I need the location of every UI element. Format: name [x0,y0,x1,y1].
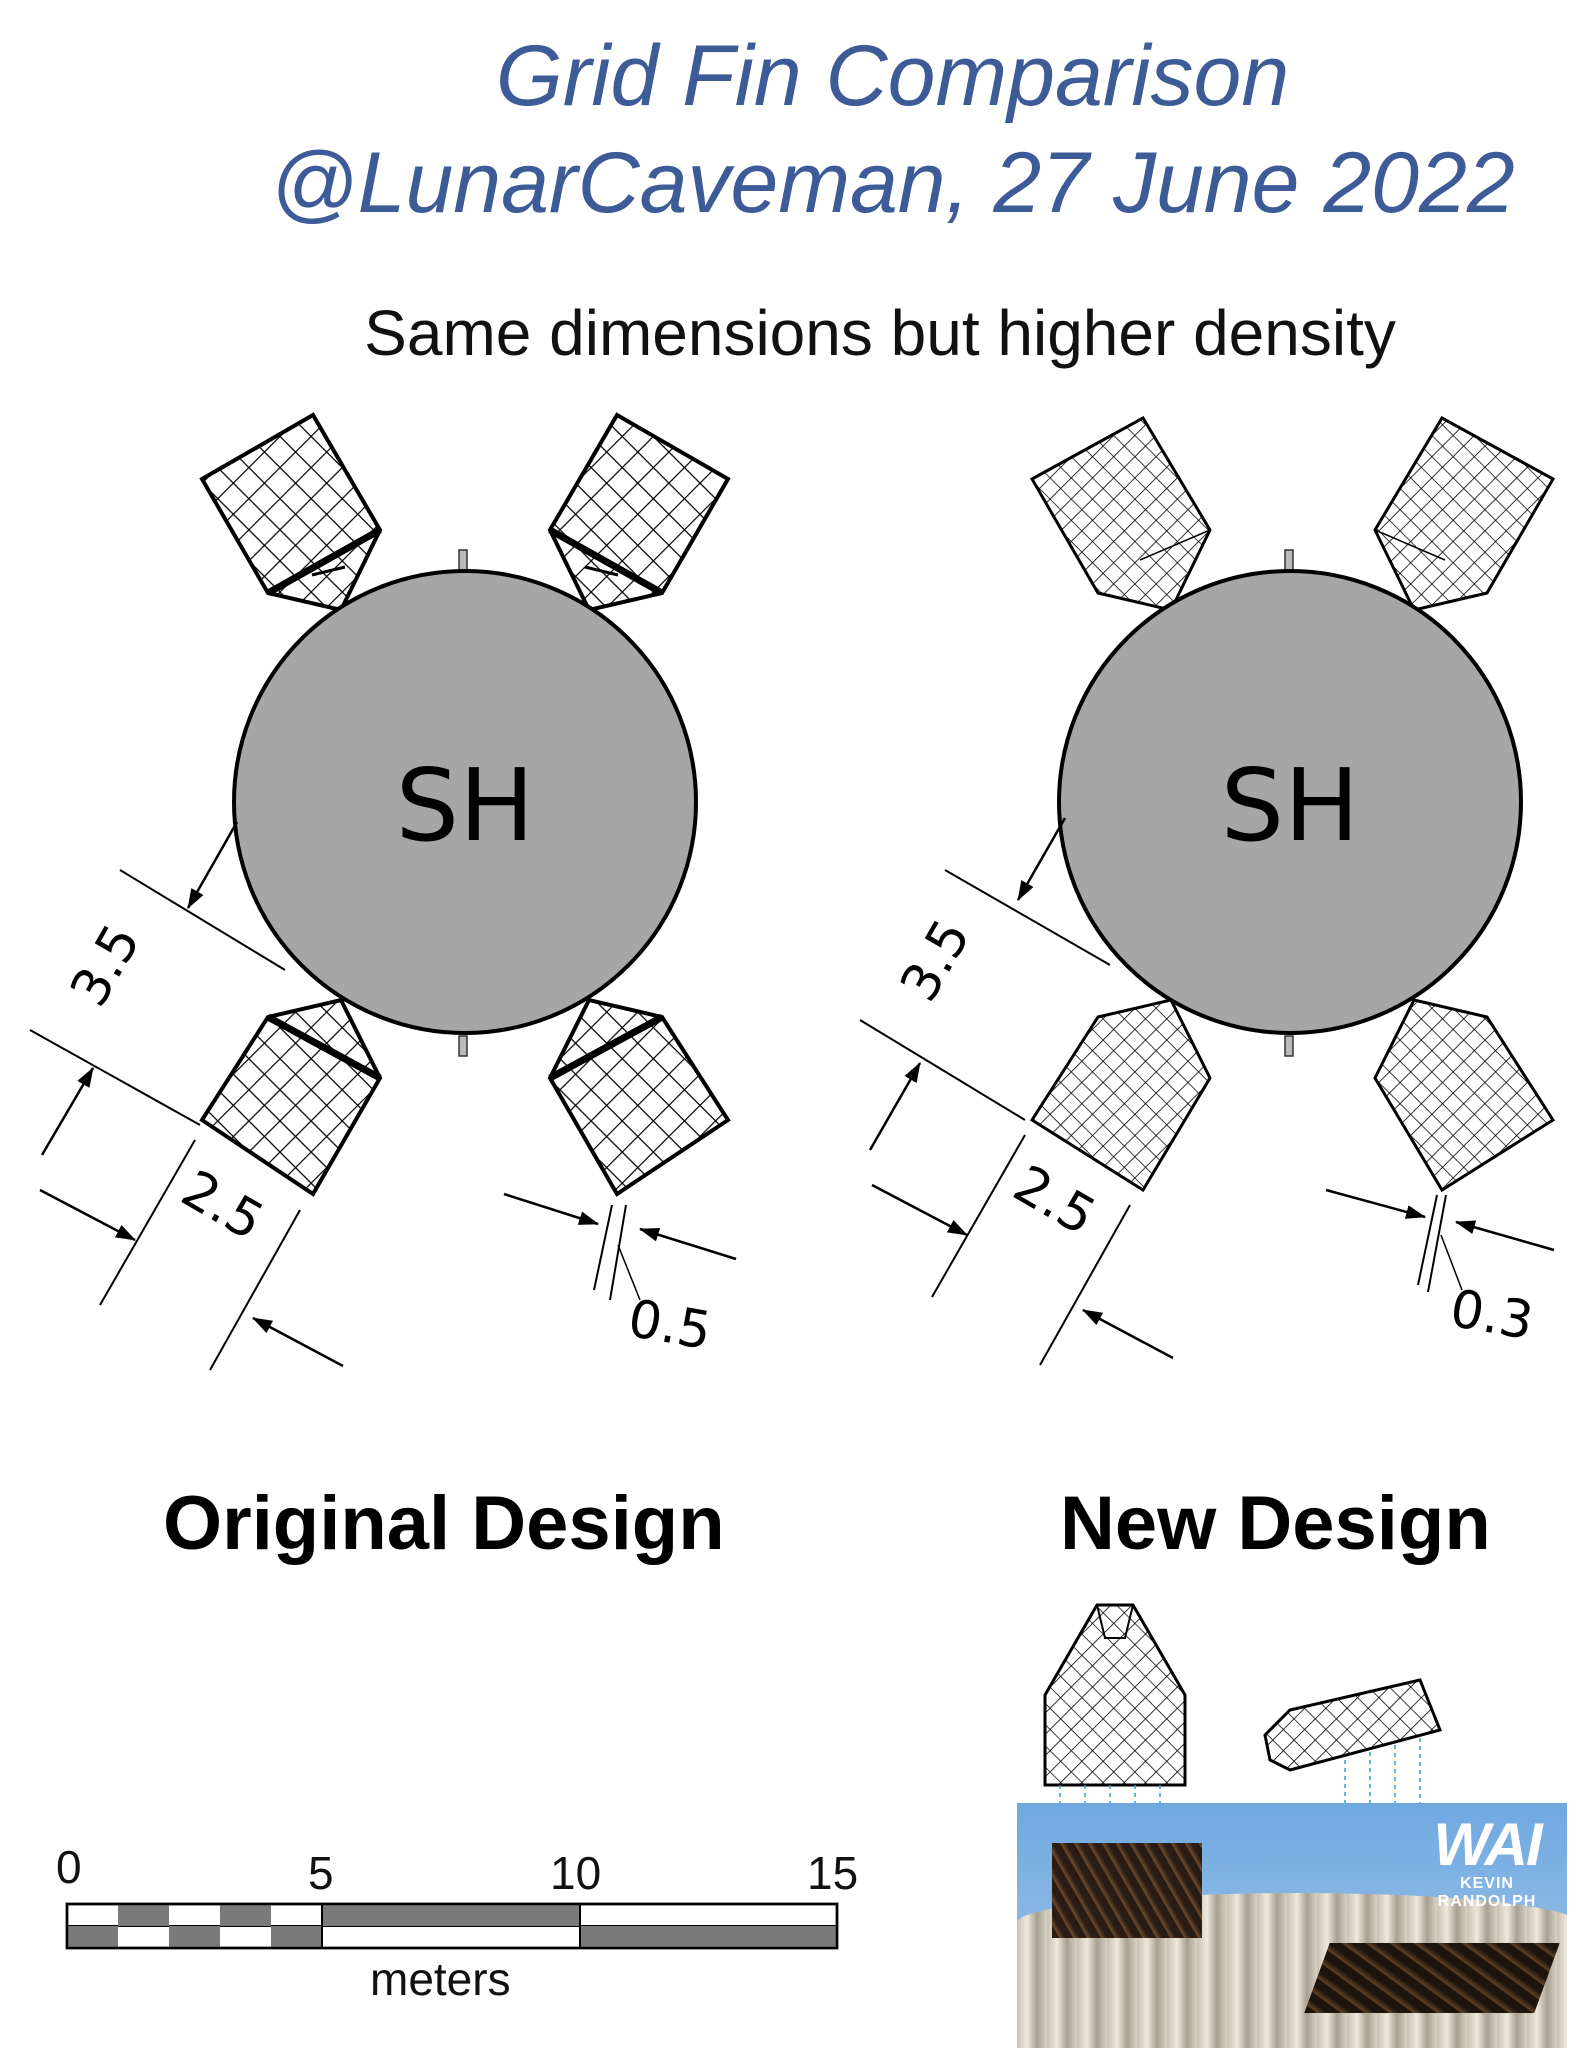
scale-unit-label: meters [370,1953,511,2005]
wai-logo: WAI [1433,1811,1542,1878]
fin-bottom-right [547,997,731,1197]
booster-body [1057,569,1523,1035]
top-stub [458,549,468,571]
photo-grid-fin-1 [1052,1843,1202,1938]
booster-body [232,569,698,1035]
dim-thickness-label: 0.3 [1446,1279,1538,1352]
original-design-diagram: SH 3.5 2.5 0.5 [29,412,737,1371]
scale-tick-15: 15 [807,1847,859,1899]
booster-label: SH [1221,747,1360,864]
fin-top-left [1029,415,1212,612]
dim-thickness-label: 0.5 [624,1289,716,1362]
photo-grid-fin-2 [1304,1943,1560,2013]
dim-thickness: 0.5 [503,1192,737,1362]
fin-bottom-left [1029,998,1212,1193]
scale-tick-5: 5 [308,1847,334,1899]
photo-credit: WAI KEVIN RANDOLPH [1412,1815,1562,1911]
scale-tick-0: 0 [56,1841,82,1893]
scale-tick-10: 10 [550,1847,602,1899]
dim-fin-width-label: 2.5 [1004,1154,1106,1247]
original-design-label: Original Design [163,1481,725,1566]
new-design-label: New Design [1060,1481,1491,1566]
scale-bar [65,1902,839,1950]
new-design-diagram: SH 3.5 2.5 0.3 [859,415,1556,1366]
dim-fin-length-label: 3.5 [889,910,982,1012]
title-line-1: Grid Fin Comparison [495,28,1290,124]
fin-top-left [199,412,383,613]
dim-fin-length-label: 3.5 [59,915,152,1017]
new-fin-detail [1043,1603,1443,1960]
dim-fin-width-label: 2.5 [172,1159,274,1252]
title-line-2: @LunarCaveman, 27 June 2022 [270,135,1515,231]
top-stub [1284,549,1294,571]
fin-bottom-left [199,997,383,1197]
booster-label: SH [396,747,535,864]
fin-top-right [547,412,731,613]
fin-top-right [1373,415,1556,612]
fin-bottom-right [1373,998,1556,1193]
booster-photo: WAI KEVIN RANDOLPH [1017,1803,1567,2048]
subtitle: Same dimensions but higher density [364,297,1396,369]
bottom-stub [458,1035,468,1057]
bottom-stub [1284,1035,1294,1057]
photographer-name: KEVIN RANDOLPH [1437,1875,1537,1910]
dim-thickness: 0.3 [1325,1188,1555,1352]
